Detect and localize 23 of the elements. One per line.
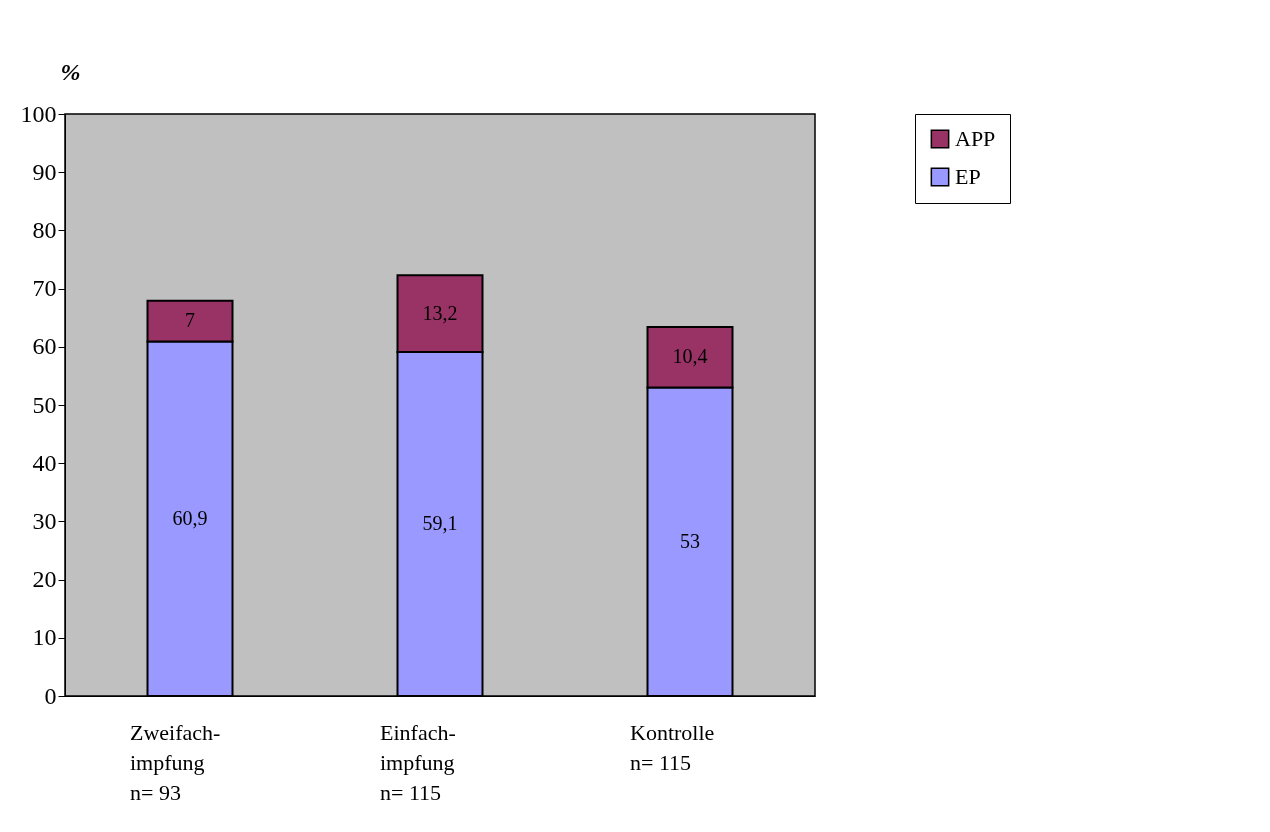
- y-tick-label: 40: [32, 449, 57, 476]
- y-tick-label: 60: [32, 333, 57, 360]
- y-tick-label: 80: [32, 216, 57, 243]
- data-label: 10,4: [672, 345, 708, 368]
- data-label: 59,1: [422, 512, 458, 535]
- x-tick-label: Kontrolle n= 115: [630, 719, 715, 775]
- y-axis-title: %: [60, 58, 81, 85]
- data-label: 60,9: [172, 506, 208, 529]
- y-tick-label: 70: [32, 275, 57, 302]
- data-label: 7: [185, 309, 195, 332]
- y-tick-label: 20: [32, 566, 57, 593]
- data-label: 13,2: [422, 301, 458, 324]
- x-tick-label: Zweifach- impfung n= 93: [130, 719, 221, 805]
- y-tick-label: 30: [32, 507, 57, 534]
- x-tick-label: Einfach- impfung n= 115: [380, 719, 456, 805]
- y-tick-label: 100: [20, 100, 57, 127]
- y-tick-label: 50: [32, 391, 57, 418]
- legend-label: APP: [955, 126, 996, 151]
- y-tick-label: 10: [32, 624, 57, 651]
- y-tick-label: 0: [44, 682, 57, 709]
- y-tick-label: 90: [32, 158, 57, 185]
- data-label: 53: [680, 529, 700, 552]
- legend-label: EP: [955, 164, 981, 189]
